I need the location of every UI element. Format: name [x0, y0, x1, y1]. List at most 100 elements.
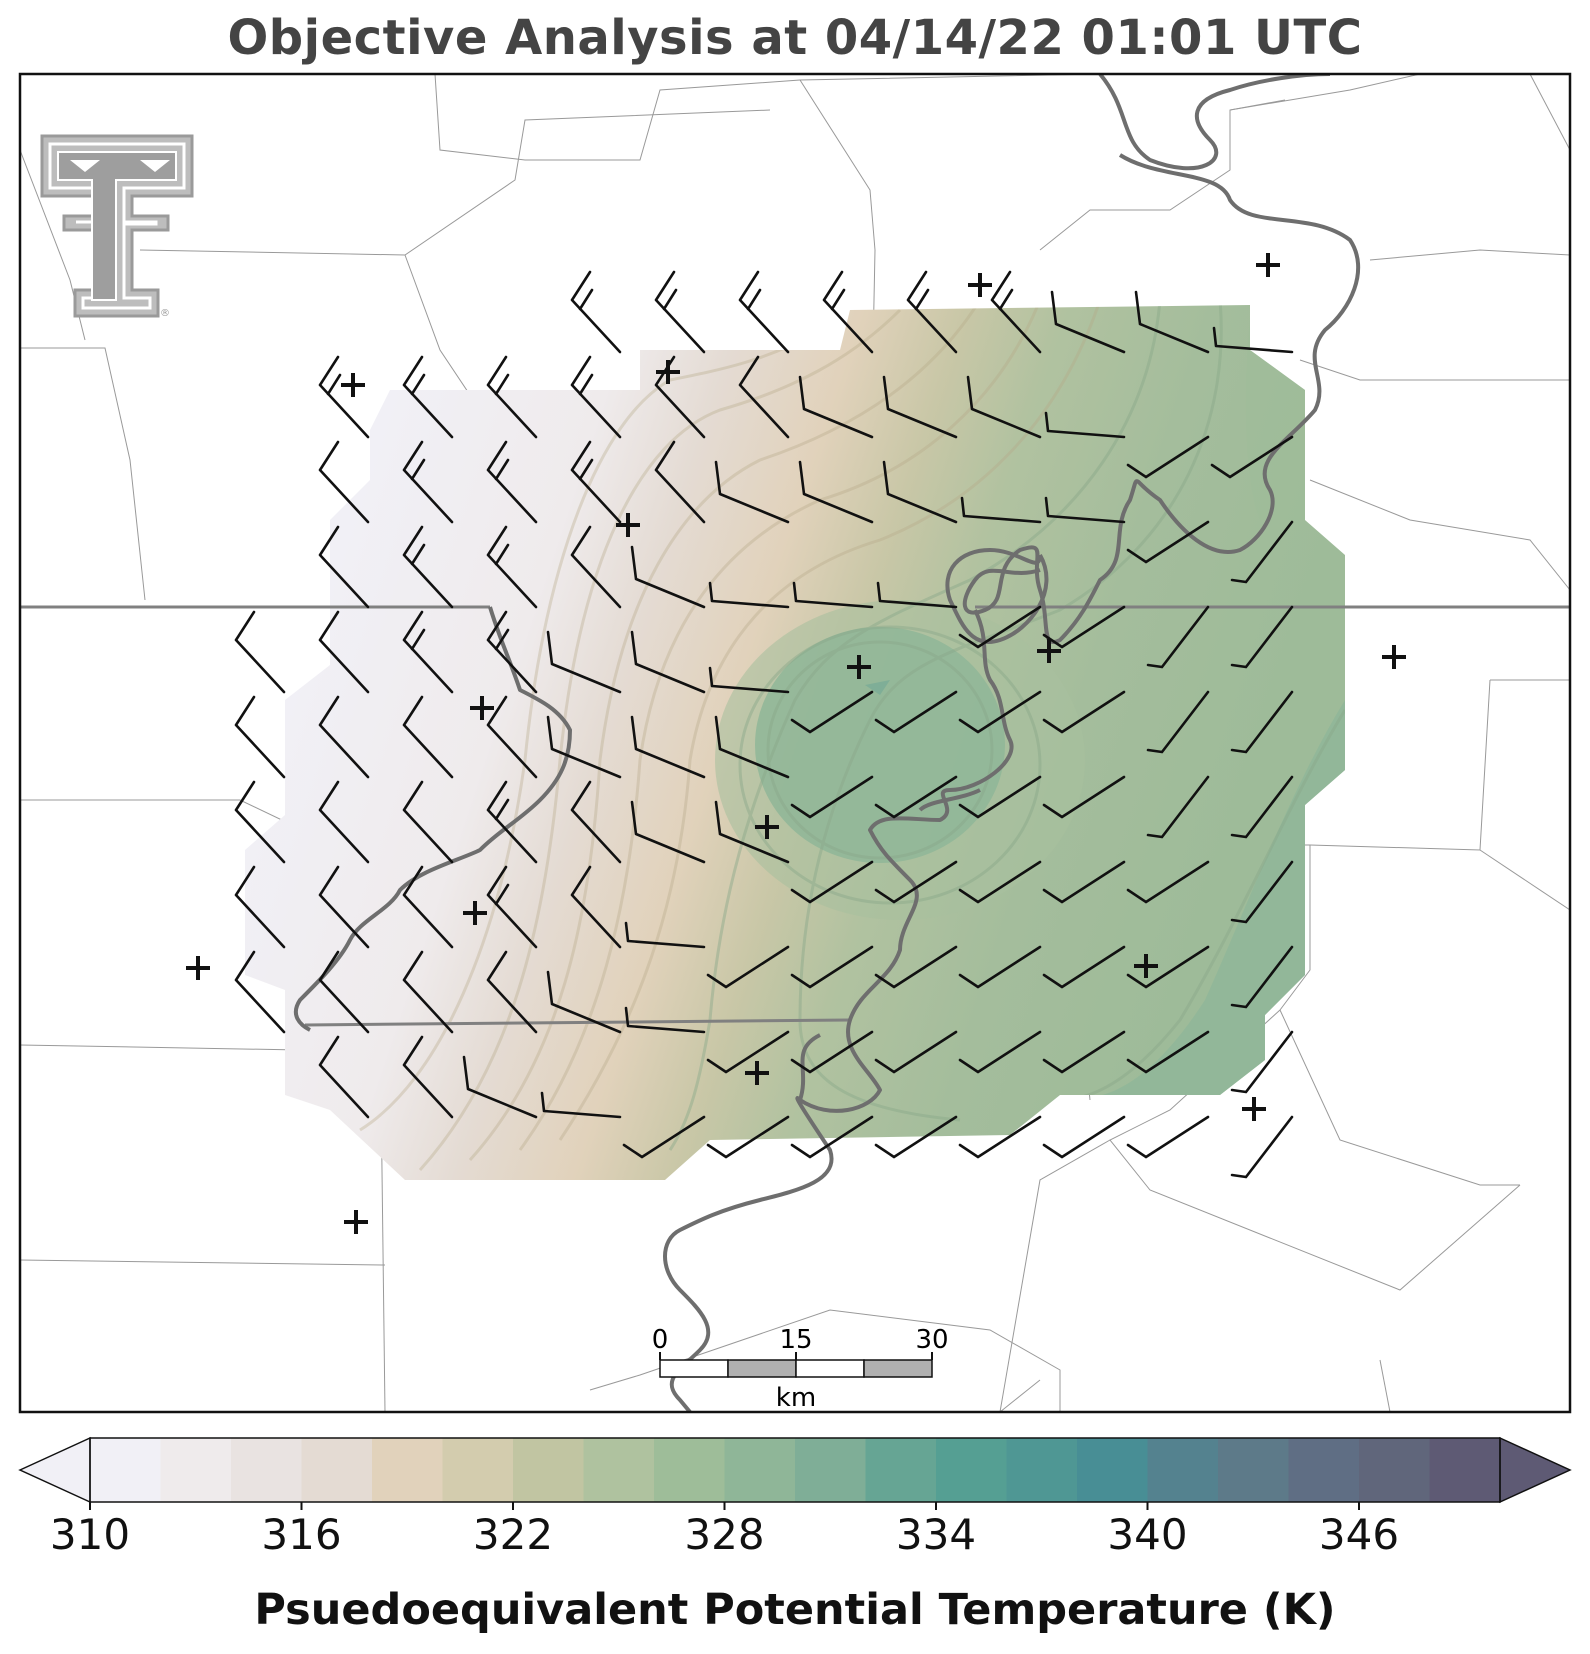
map-frame: [18, 72, 1572, 1414]
analysis-map: ® 0 15 30 km: [18, 72, 1572, 1414]
wind-barb: [234, 950, 286, 1034]
wind-barb: [486, 950, 538, 1034]
wind-barb: [546, 715, 622, 779]
wind-barb: [1230, 520, 1294, 584]
wind-barb: [1230, 605, 1294, 669]
map-title: Objective Analysis at 04/14/22 01:01 UTC: [227, 10, 1363, 66]
wind-barb: [486, 525, 538, 609]
wind-barb: [960, 496, 1042, 524]
colorbar-tick-label: 316: [261, 1510, 342, 1559]
station-marker: [1037, 639, 1061, 663]
colorbar-cell: [654, 1438, 725, 1502]
wind-barb: [790, 775, 874, 819]
wind-barb: [318, 780, 370, 864]
wind-barb: [318, 695, 370, 779]
wind-barb: [1042, 1030, 1126, 1074]
wind-barb: [318, 440, 370, 524]
colorbar-extend-low: [18, 1436, 91, 1504]
wind-barb: [654, 440, 706, 524]
wind-barb: [790, 1030, 874, 1074]
wind-barb: [570, 525, 622, 609]
wind-barb: [714, 715, 790, 779]
colorbar-tick-label: 340: [1107, 1510, 1188, 1559]
wind-barb: [540, 1091, 622, 1119]
station-marker: [1382, 645, 1406, 669]
wind-barb: [1042, 945, 1126, 989]
wind-barb: [1230, 690, 1294, 754]
wind-barb: [708, 581, 790, 609]
wind-barb: [790, 1115, 874, 1159]
colorbar-cell: [936, 1438, 1007, 1502]
colorbar-tick-label: 310: [49, 1510, 131, 1559]
station-marker: [755, 815, 779, 839]
wind-barb: [318, 865, 370, 949]
wind-barb: [706, 945, 790, 989]
wind-barb: [234, 695, 286, 779]
colorbar-cell: [1218, 1438, 1289, 1502]
wind-barb: [318, 950, 370, 1034]
station-marker: [968, 273, 992, 297]
wind-barb: [486, 440, 538, 524]
wind-barb: [486, 865, 538, 949]
wind-barb: [906, 270, 958, 354]
colorbar-label: Psuedoequivalent Potential Temperature (…: [254, 1585, 1336, 1635]
wind-barb: [958, 775, 1042, 819]
colorbar-cell: [301, 1438, 373, 1502]
wind-barb: [318, 525, 370, 609]
colorbar-extend-high: [1499, 1436, 1572, 1504]
scale-bar-unit: km: [776, 1383, 816, 1413]
wind-barb: [570, 865, 622, 949]
colorbar-cell: [1288, 1438, 1360, 1502]
wind-barb: [822, 270, 874, 354]
wind-barb: [874, 860, 958, 904]
wind-barb: [882, 460, 958, 524]
wind-barb: [790, 860, 874, 904]
colorbar-cell: [90, 1438, 161, 1502]
station-marker: [470, 696, 494, 720]
wind-barb: [630, 630, 706, 694]
wind-barb: [1230, 1115, 1294, 1179]
wind-barb: [462, 1055, 538, 1119]
wind-barb: [790, 690, 874, 734]
station-markers: [186, 253, 1406, 1234]
wind-barb: [958, 605, 1042, 649]
wind-barb: [882, 375, 958, 439]
scale-bar-tick-0: 0: [652, 1325, 669, 1355]
station-marker: [616, 513, 640, 537]
state-boundaries: [20, 605, 1570, 1027]
colorbar-cell: [1429, 1438, 1501, 1502]
station-marker: [344, 1210, 368, 1234]
wind-barb: [570, 780, 622, 864]
wind-barb: [1042, 690, 1126, 734]
station-marker: [463, 901, 487, 925]
colorbar-cell: [724, 1438, 796, 1502]
wind-barb: [874, 1030, 958, 1074]
wind-barb: [486, 355, 538, 439]
wind-barb: [1126, 1030, 1210, 1074]
wind-barb: [1042, 605, 1126, 649]
colorbar: [18, 1436, 1572, 1510]
station-marker: [847, 655, 871, 679]
colorbar-cell: [442, 1438, 514, 1502]
wind-barb: [402, 695, 454, 779]
wind-barb: [402, 440, 454, 524]
wind-barb: [1044, 496, 1126, 524]
wind-barb: [798, 375, 874, 439]
station-marker: [1256, 253, 1280, 277]
wind-barb: [1050, 290, 1126, 354]
wind-barb: [1230, 1030, 1294, 1094]
wind-barb: [1212, 326, 1294, 354]
wind-barb: [1126, 860, 1210, 904]
colorbar-cell: [583, 1438, 655, 1502]
colorbar-tick-label: 328: [684, 1510, 765, 1559]
wind-barb: [486, 610, 538, 694]
wind-barb: [546, 630, 622, 694]
wind-barb: [738, 270, 790, 354]
wind-barb: [874, 775, 958, 819]
wind-barb: [738, 355, 790, 439]
scale-bar: 0 15 30 km: [652, 1325, 949, 1413]
wind-barb: [630, 715, 706, 779]
wind-barb: [318, 355, 370, 439]
station-marker: [1134, 954, 1158, 978]
colorbar-cell: [160, 1438, 232, 1502]
